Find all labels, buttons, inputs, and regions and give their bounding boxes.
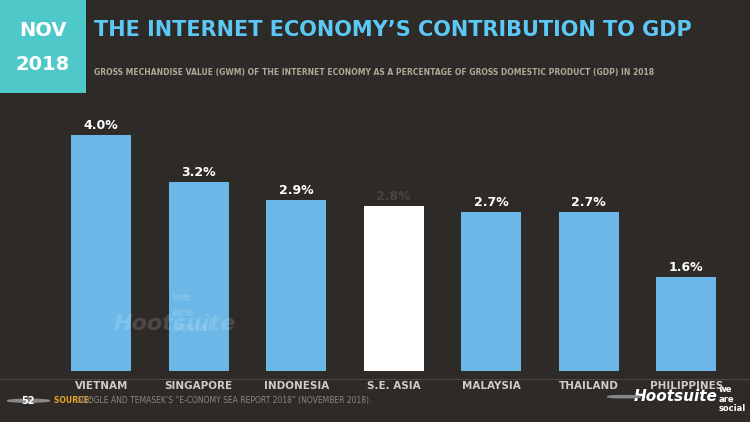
Text: we: we (718, 384, 732, 394)
Text: 2.7%: 2.7% (474, 196, 508, 209)
Text: SOURCE:: SOURCE: (54, 396, 94, 405)
Text: GROSS MECHANDISE VALUE (GWM) OF THE INTERNET ECONOMY AS A PERCENTAGE OF GROSS DO: GROSS MECHANDISE VALUE (GWM) OF THE INTE… (94, 68, 654, 77)
Bar (364, 206, 424, 371)
Text: 2.8%: 2.8% (376, 190, 411, 203)
Bar (266, 200, 326, 371)
Circle shape (8, 399, 50, 402)
Text: social: social (718, 404, 746, 413)
Text: 2018: 2018 (16, 55, 70, 75)
Text: 52: 52 (22, 396, 35, 406)
Text: 2.9%: 2.9% (279, 184, 314, 197)
Text: NOV: NOV (19, 21, 67, 40)
Text: 1.6%: 1.6% (669, 261, 704, 274)
Text: THE INTERNET ECONOMY’S CONTRIBUTION TO GDP: THE INTERNET ECONOMY’S CONTRIBUTION TO G… (94, 20, 692, 40)
Text: 4.0%: 4.0% (84, 119, 118, 132)
Text: Hootsuite: Hootsuite (634, 389, 718, 404)
Bar (169, 182, 229, 371)
Text: 3.2%: 3.2% (182, 166, 216, 179)
Bar (656, 277, 716, 371)
Bar (559, 212, 619, 371)
Text: 2.7%: 2.7% (572, 196, 606, 209)
FancyBboxPatch shape (0, 0, 86, 93)
Text: GOOGLE AND TEMASEK’S “E-CONOMY SEA REPORT 2018” (NOVEMBER 2018).: GOOGLE AND TEMASEK’S “E-CONOMY SEA REPOR… (76, 396, 372, 405)
Bar (71, 135, 131, 371)
Bar (461, 212, 521, 371)
Text: we
are
social: we are social (172, 291, 212, 334)
Text: are: are (718, 395, 734, 404)
Circle shape (608, 395, 640, 398)
Text: Hootsuite: Hootsuite (114, 314, 236, 333)
